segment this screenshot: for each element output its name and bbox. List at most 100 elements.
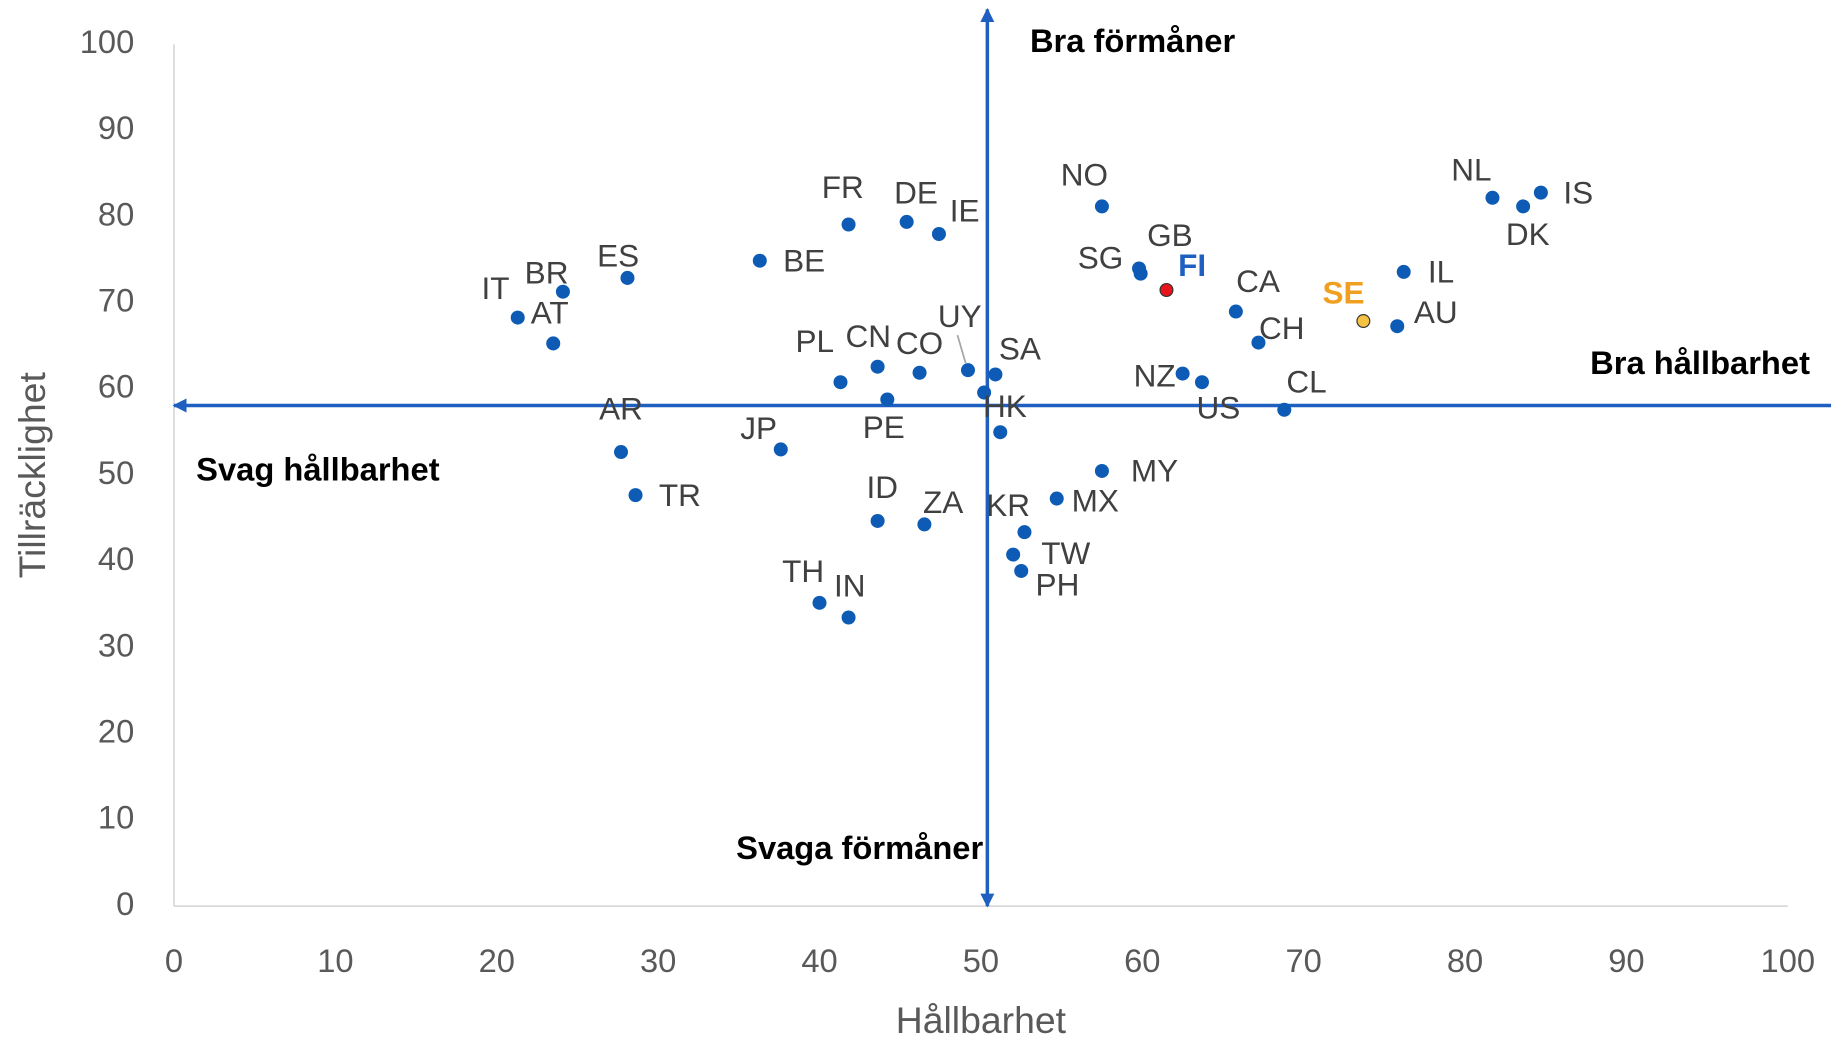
point-label: SA — [999, 330, 1041, 366]
annotation: Svag hållbarhet — [196, 450, 440, 487]
point — [614, 445, 629, 460]
x-tick-label: 90 — [1608, 942, 1644, 979]
point-label: CO — [896, 325, 943, 361]
point-label: NZ — [1134, 358, 1176, 394]
point — [1390, 319, 1405, 334]
point-label: GB — [1147, 217, 1193, 253]
x-tick-label: 10 — [317, 942, 353, 979]
x-tick-label: 50 — [963, 942, 999, 979]
point-label: IL — [1428, 254, 1454, 290]
point-label: FI — [1178, 247, 1206, 283]
point-label: DE — [894, 174, 938, 210]
x-tick-label: 40 — [801, 942, 837, 979]
point — [833, 375, 848, 390]
point — [899, 214, 914, 229]
y-tick-label: 10 — [98, 799, 134, 836]
point-label: ID — [867, 469, 899, 505]
point — [752, 253, 767, 268]
point-label: IS — [1563, 174, 1593, 210]
point-label: SE — [1322, 275, 1364, 311]
point — [988, 367, 1003, 382]
x-tick-label: 30 — [640, 942, 676, 979]
point-label: ES — [597, 237, 639, 273]
annotation: Bra hållbarhet — [1590, 344, 1810, 381]
leader-line — [956, 334, 967, 364]
point — [917, 517, 932, 532]
point-label: AT — [531, 295, 569, 331]
x-tick-label: 80 — [1447, 942, 1483, 979]
point — [841, 610, 856, 625]
point-label: CL — [1286, 363, 1326, 399]
point-label: BR — [525, 255, 569, 291]
point-label: AR — [599, 390, 643, 426]
y-tick-label: 0 — [116, 885, 134, 922]
x-axis-title: Hållbarhet — [896, 999, 1067, 1041]
point-label: MY — [1131, 453, 1178, 489]
point — [1396, 264, 1411, 279]
point — [1194, 375, 1209, 390]
point-label: PL — [796, 323, 835, 359]
point — [870, 513, 885, 528]
point-label: PH — [1036, 567, 1080, 603]
y-tick-label: 100 — [80, 23, 135, 60]
point — [1175, 366, 1190, 381]
point-label: US — [1196, 390, 1240, 426]
point — [1251, 335, 1266, 350]
y-tick-label: 90 — [98, 109, 134, 146]
y-tick-label: 50 — [98, 454, 134, 491]
point — [880, 392, 895, 407]
point — [1485, 190, 1500, 205]
annotation: Svaga förmåner — [736, 829, 983, 866]
point — [812, 595, 827, 610]
point-label: UY — [938, 298, 982, 334]
point-label: NL — [1451, 151, 1491, 187]
point — [993, 425, 1008, 440]
point-label: SG — [1078, 240, 1124, 276]
point — [1133, 266, 1148, 281]
x-tick-label: 70 — [1285, 942, 1321, 979]
point — [628, 488, 643, 503]
y-axis-title: Tillräcklighet — [11, 372, 53, 579]
y-tick-label: 30 — [98, 626, 134, 663]
point — [912, 365, 927, 380]
point-label: JP — [740, 410, 777, 446]
point-label: TR — [659, 477, 701, 513]
point-label: IN — [834, 568, 866, 604]
point — [546, 336, 561, 351]
point-label: CN — [846, 318, 892, 354]
point — [1533, 185, 1548, 200]
point — [870, 359, 885, 374]
point-label: KR — [986, 487, 1030, 523]
point — [931, 226, 946, 241]
y-tick-label: 20 — [98, 712, 134, 749]
point-label: CH — [1259, 310, 1305, 346]
point — [841, 217, 856, 232]
point-label: TH — [782, 553, 824, 589]
point-label: TW — [1041, 535, 1090, 571]
point-label: CA — [1236, 263, 1280, 299]
y-tick-label: 70 — [98, 282, 134, 319]
point-label: IE — [950, 192, 980, 228]
point — [1049, 491, 1064, 506]
y-tick-label: 80 — [98, 195, 134, 232]
point — [620, 270, 635, 285]
annotation: Bra förmåner — [1030, 22, 1236, 59]
point — [555, 284, 570, 299]
point — [977, 385, 992, 400]
point-label: IT — [482, 270, 510, 306]
point-label: HK — [983, 388, 1027, 424]
x-tick-label: 100 — [1761, 942, 1816, 979]
x-tick-label: 20 — [479, 942, 515, 979]
point — [1159, 283, 1174, 298]
point — [1094, 199, 1109, 214]
point — [1006, 547, 1021, 562]
point — [1516, 199, 1531, 214]
point — [1017, 525, 1032, 540]
point — [1277, 402, 1292, 417]
point-label: MX — [1072, 483, 1119, 519]
point — [773, 442, 788, 457]
point-label: PE — [863, 409, 905, 445]
point-label: DK — [1506, 216, 1550, 252]
point — [1356, 314, 1371, 329]
